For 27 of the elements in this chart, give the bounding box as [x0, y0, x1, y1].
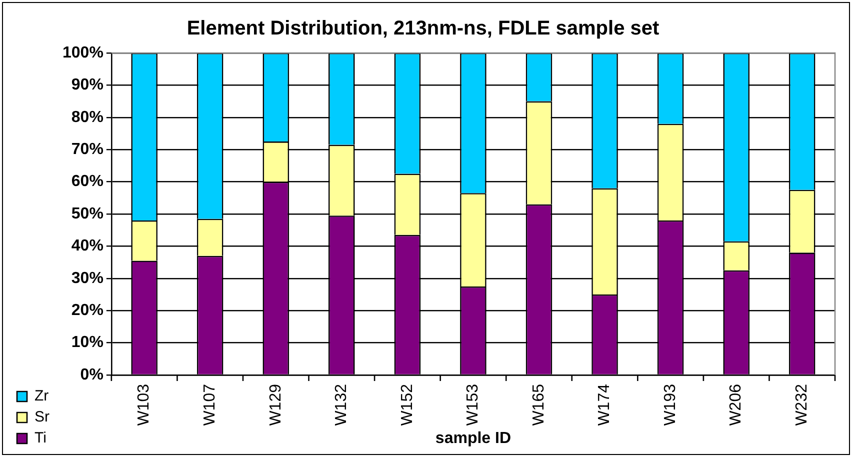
x-tick-label: W232 [794, 384, 811, 426]
y-tick-label: 90% [71, 76, 104, 94]
x-tick-label: W206 [728, 384, 745, 426]
x-tick-label: W129 [267, 384, 284, 426]
y-tick-label: 10% [71, 334, 104, 352]
x-tick-label: W107 [202, 384, 218, 426]
y-tick-label: 0% [80, 366, 104, 384]
y-tick-label: 60% [71, 173, 104, 190]
legend-label: Sr [34, 408, 50, 426]
y-tick-label: 100% [62, 44, 104, 62]
x-axis-title: sample ID [435, 430, 512, 447]
y-tick-label: 40% [71, 238, 104, 255]
y-tick-label: 80% [71, 108, 104, 126]
x-tick-label: W153 [464, 384, 482, 426]
x-tick-label: W165 [530, 384, 548, 426]
y-tick-label: 70% [71, 141, 104, 158]
y-tick-label: 50% [71, 205, 104, 222]
x-tick-label: W152 [398, 384, 416, 426]
x-tick-label: W103 [136, 384, 153, 426]
x-tick-label: W193 [662, 384, 679, 426]
legend-label: Zr [34, 388, 49, 405]
y-tick-label: 20% [71, 302, 104, 320]
x-tick-label: W174 [596, 384, 614, 426]
legend-label: Ti [34, 430, 46, 447]
y-tick-label: 30% [71, 270, 104, 287]
chart-title: Element Distribution, 213nm-ns, FDLE sample set [186, 18, 660, 40]
x-tick-label: W132 [333, 384, 350, 426]
